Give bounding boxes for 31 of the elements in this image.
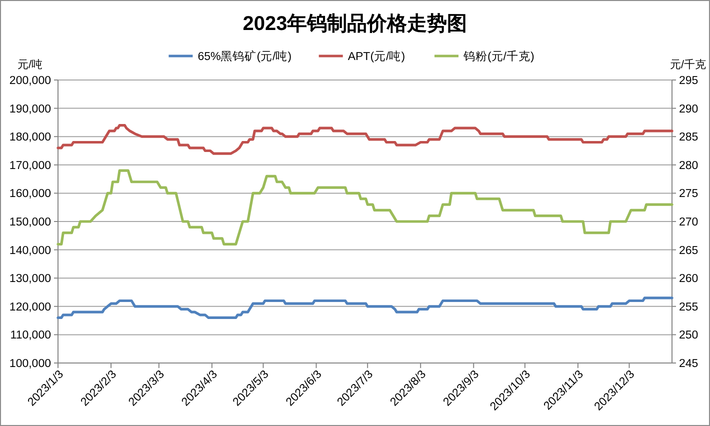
- y2-tick-label: 260: [679, 273, 698, 286]
- y-tick-label: 160,000: [9, 188, 51, 200]
- y2-tick-label: 270: [679, 216, 698, 229]
- line-series: [56, 169, 674, 246]
- y-tick-label: 140,000: [9, 244, 51, 257]
- y2-tick-label: 250: [679, 330, 698, 342]
- y-tick-label: 130,000: [9, 273, 51, 286]
- legend-label: 钨粉(元/千克): [462, 49, 535, 64]
- y-tick-label: 150,000: [9, 216, 51, 229]
- y-tick-label: 180,000: [9, 132, 51, 144]
- y2-tick-label: 295: [679, 75, 698, 88]
- chart-title: 2023年钨制品价格走势图: [242, 13, 468, 35]
- y2-tick-label: 275: [679, 188, 698, 200]
- y2-tick-label: 285: [679, 132, 698, 144]
- y2-axis-title: 元/千克: [670, 58, 706, 71]
- y-tick-label: 120,000: [9, 301, 51, 314]
- y-tick-label: 200,000: [9, 75, 51, 88]
- legend-label: 65%黑钨矿(元/吨): [198, 49, 292, 64]
- y2-tick-label: 290: [679, 103, 698, 116]
- y2-tick-label: 280: [679, 160, 698, 172]
- y-tick-label: 110,000: [10, 330, 51, 342]
- y-axis-title: 元/吨: [17, 58, 43, 71]
- y-tick-label: 100,000: [9, 358, 51, 370]
- line-series: [56, 296, 674, 320]
- line-series: [56, 124, 674, 155]
- legend-label: APT(元/吨): [348, 50, 406, 64]
- y2-tick-label: 255: [679, 301, 698, 314]
- y2-tick-label: 245: [679, 358, 698, 370]
- y-tick-label: 190,000: [9, 103, 51, 116]
- y2-tick-label: 265: [679, 244, 698, 257]
- y-tick-label: 170,000: [9, 160, 51, 172]
